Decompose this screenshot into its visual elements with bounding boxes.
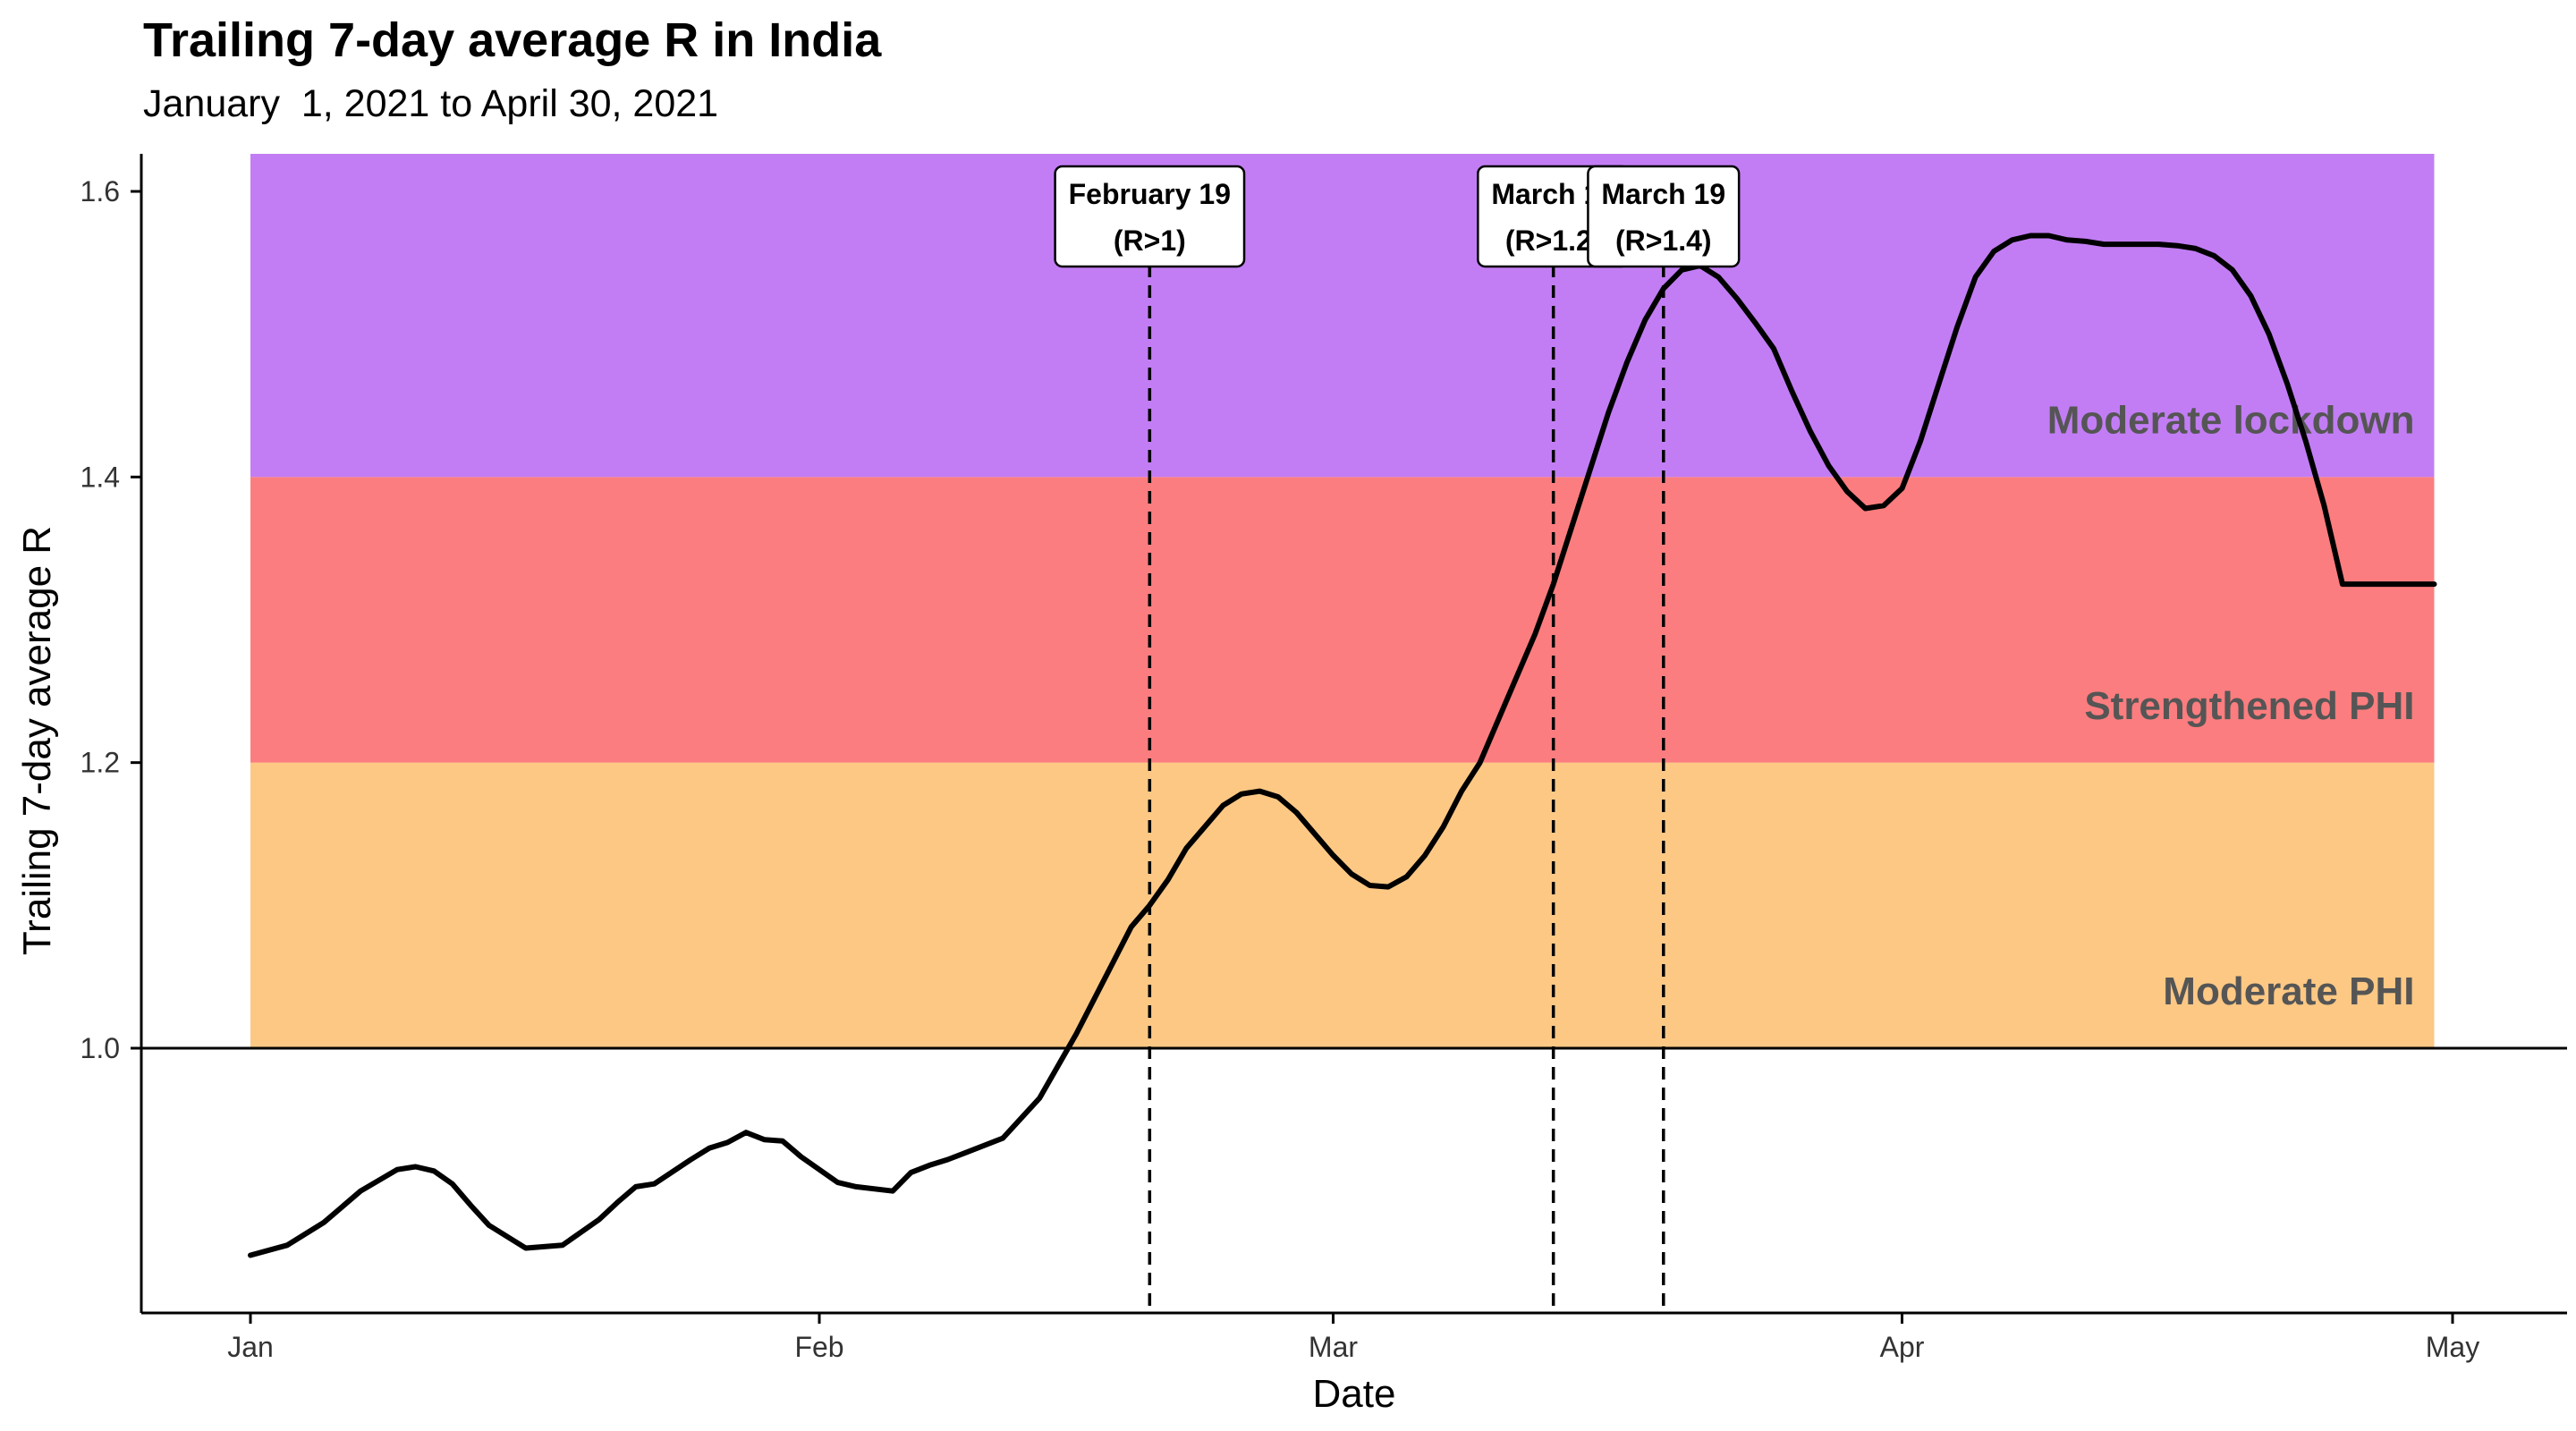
x-axis-label: Date (1313, 1372, 1396, 1416)
series-line-r (248, 233, 2437, 1258)
y-tick-label: 1.2 (80, 747, 120, 779)
x-tick-label: Feb (794, 1331, 843, 1363)
annotation-condition-2: (R>1.4) (1615, 224, 1712, 257)
x-tick-label: Apr (1880, 1331, 1925, 1363)
annotation-condition-0: (R>1) (1114, 224, 1186, 257)
annotation-lines (1148, 265, 1665, 1313)
annotation-label-2: March 19 (R>1.4) (1587, 165, 1741, 268)
x-tick-label: Mar (1309, 1331, 1358, 1363)
annotation-date-0: February 19 (1069, 178, 1231, 210)
y-tick-label: 1.6 (80, 175, 120, 207)
band-0 (250, 762, 2435, 1048)
shaded-bands (250, 154, 2435, 1048)
band-labels: Moderate PHI Strengthened PHI Moderate loc… (2047, 398, 2415, 1013)
y-axis-label: Trailing 7-day average R (15, 526, 59, 955)
x-tick-label: May (2426, 1331, 2479, 1363)
annotation-date-2: March 19 (1601, 178, 1725, 210)
y-tick-label: 1.4 (80, 461, 120, 493)
band-label-1: Strengthened PHI (2084, 684, 2414, 728)
annotation-labels: February 19(R>1)March 13(R>1.2)March 19(… (1054, 165, 1741, 268)
band-label-2: Moderate lockdown (2047, 398, 2415, 442)
annotation-label-0: February 19 (R>1) (1054, 165, 1246, 268)
axes (140, 154, 2567, 1315)
annotation-condition-1: (R>1.2) (1505, 224, 1602, 257)
band-2 (250, 154, 2435, 478)
y-ticks: 1.0 1.2 1.4 1.6 (80, 175, 141, 1064)
annotation-box-2 (1587, 165, 1741, 268)
band-label-0: Moderate PHI (2163, 970, 2414, 1013)
x-tick-label: Jan (227, 1331, 274, 1363)
annotation-box-0 (1054, 165, 1246, 268)
chart-subtitle: January 1, 2021 to April 30, 2021 (143, 82, 719, 125)
x-ticks: Jan Feb Mar Apr May (227, 1313, 2479, 1363)
band-1 (250, 477, 2435, 763)
y-tick-label: 1.0 (80, 1032, 120, 1064)
chart-title: Trailing 7-day average R in India (143, 13, 882, 67)
